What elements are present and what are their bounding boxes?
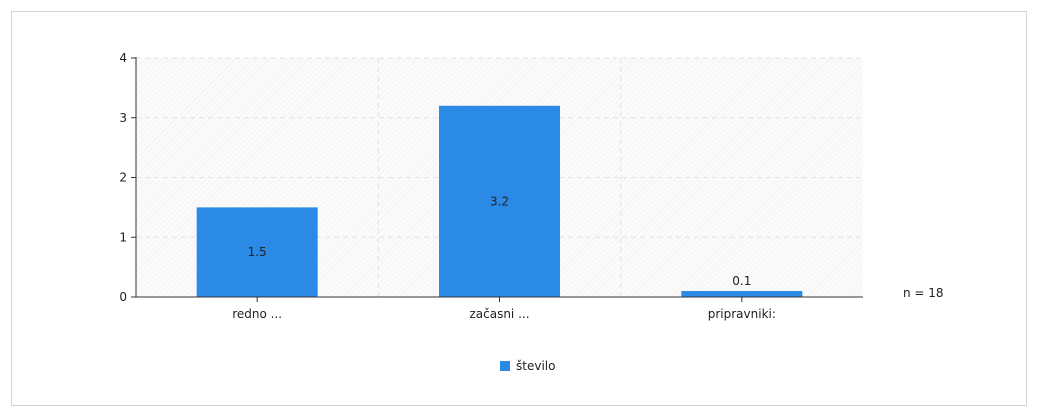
data-label: 1.5 (248, 245, 267, 259)
data-label: 0.1 (732, 274, 751, 288)
x-tick-label: redno ... (232, 307, 282, 321)
bar (196, 207, 318, 297)
sample-size-note: n = 18 (903, 286, 944, 300)
y-tick-label: 2 (119, 171, 127, 185)
bars (196, 105, 803, 297)
labels: 1.5 3.2 0.1 0 1 2 3 4 redno ... začasni ... pripra… (119, 51, 776, 321)
x-tick-label: začasni ... (469, 307, 529, 321)
y-tick-label: 3 (119, 111, 127, 125)
y-tick-label: 4 (119, 51, 127, 65)
bar (439, 105, 560, 297)
y-tick-label: 1 (119, 230, 127, 244)
axes (131, 57, 863, 302)
legend-swatch (500, 361, 510, 371)
data-label: 3.2 (490, 194, 509, 208)
x-tick-label: pripravniki: (708, 307, 776, 321)
y-tick-label: 0 (119, 290, 127, 304)
bar (681, 291, 803, 297)
legend: število (500, 359, 555, 373)
legend-label: število (516, 359, 555, 373)
